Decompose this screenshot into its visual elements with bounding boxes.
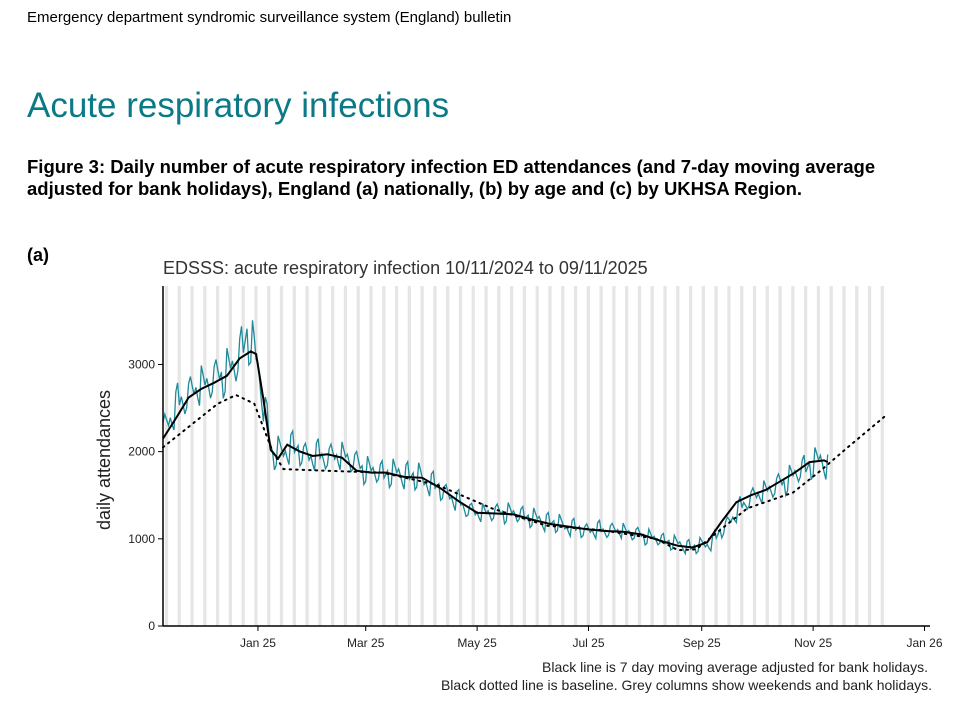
weekend-column xyxy=(484,286,488,626)
y-tick-label: 3000 xyxy=(128,357,155,371)
weekend-column xyxy=(663,286,667,626)
weekend-column xyxy=(867,286,872,626)
note-moving-average: Black line is 7 day moving average adjus… xyxy=(542,659,928,675)
weekend-column xyxy=(190,286,194,626)
chart-title: EDSSS: acute respiratory infection 10/11… xyxy=(163,258,648,278)
weekend-column xyxy=(548,286,552,626)
weekend-column xyxy=(164,286,169,626)
note-baseline: Black dotted line is baseline. Grey colu… xyxy=(441,677,932,693)
weekend-column xyxy=(509,286,514,626)
series-baseline-line xyxy=(162,393,886,552)
weekend-column xyxy=(752,286,757,626)
weekend-column xyxy=(407,286,411,626)
x-tick-label: Jul 25 xyxy=(572,636,604,650)
x-tick-label: Jan 26 xyxy=(907,636,943,650)
weekend-column xyxy=(471,286,475,626)
weekend-column xyxy=(727,286,731,626)
weekend-column xyxy=(522,286,527,626)
weekend-column xyxy=(561,286,565,626)
series-average-line xyxy=(162,350,829,549)
weekend-column xyxy=(650,286,654,626)
weekend-column xyxy=(228,286,233,626)
weekend-column xyxy=(254,286,258,626)
weekend-column xyxy=(215,286,220,626)
weekend-column xyxy=(599,286,603,626)
weekend-column xyxy=(842,286,846,626)
weekend-column xyxy=(382,286,386,626)
weekend-column xyxy=(535,286,539,626)
y-axis-label: daily attendances xyxy=(94,390,114,530)
weekend-column xyxy=(446,286,450,626)
weekend-column xyxy=(676,286,680,626)
x-tick-label: Sep 25 xyxy=(683,636,721,650)
weekend-column xyxy=(292,286,296,626)
weekend-column xyxy=(458,286,463,626)
x-tick-label: Mar 25 xyxy=(347,636,385,650)
panel-label: (a) xyxy=(27,245,49,265)
figure-caption: Figure 3: Daily number of acute respirat… xyxy=(27,156,876,199)
weekend-column xyxy=(803,286,808,626)
weekend-column xyxy=(637,286,642,626)
weekend-column xyxy=(305,286,309,626)
x-tick-label: Jan 25 xyxy=(240,636,276,650)
weekend-column xyxy=(625,286,629,626)
series-daily-line xyxy=(162,320,829,556)
weekend-column xyxy=(778,286,782,626)
weekend-column xyxy=(714,286,718,626)
weekend-column xyxy=(816,286,821,626)
weekend-column xyxy=(688,286,693,626)
weekend-column xyxy=(420,286,424,626)
y-tick-label: 0 xyxy=(148,619,155,633)
weekend-column xyxy=(880,286,884,626)
section-heading: Acute respiratory infections xyxy=(27,86,450,125)
weekend-column xyxy=(791,286,795,626)
weekend-column xyxy=(203,286,207,626)
weekend-column xyxy=(586,286,590,626)
weekend-column xyxy=(573,286,578,626)
weekend-column xyxy=(241,286,245,626)
weekend-column xyxy=(433,286,437,626)
weekend-column xyxy=(765,286,769,626)
weekend-column xyxy=(177,286,181,626)
weekend-column xyxy=(279,286,284,626)
weekend-column xyxy=(497,286,501,626)
weekend-column xyxy=(356,286,360,626)
bulletin-title: Emergency department syndromic surveilla… xyxy=(27,9,512,26)
weekend-column xyxy=(612,286,616,626)
series-lines xyxy=(162,320,886,556)
axes: 0 1000 2000 3000 Jan 25 Mar 25 May 25 Jul 25 Sep… xyxy=(128,286,943,650)
weekend-column xyxy=(855,286,859,626)
x-tick-label: May 25 xyxy=(457,636,497,650)
weekend-column xyxy=(267,286,271,626)
weekend-column xyxy=(369,286,373,626)
x-tick-label: Nov 25 xyxy=(794,636,832,650)
y-tick-label: 1000 xyxy=(128,532,155,546)
weekend-column xyxy=(829,286,833,626)
weekend-column xyxy=(394,286,399,626)
weekend-column xyxy=(701,286,706,626)
weekend-column xyxy=(740,286,744,626)
y-tick-label: 2000 xyxy=(128,445,155,459)
